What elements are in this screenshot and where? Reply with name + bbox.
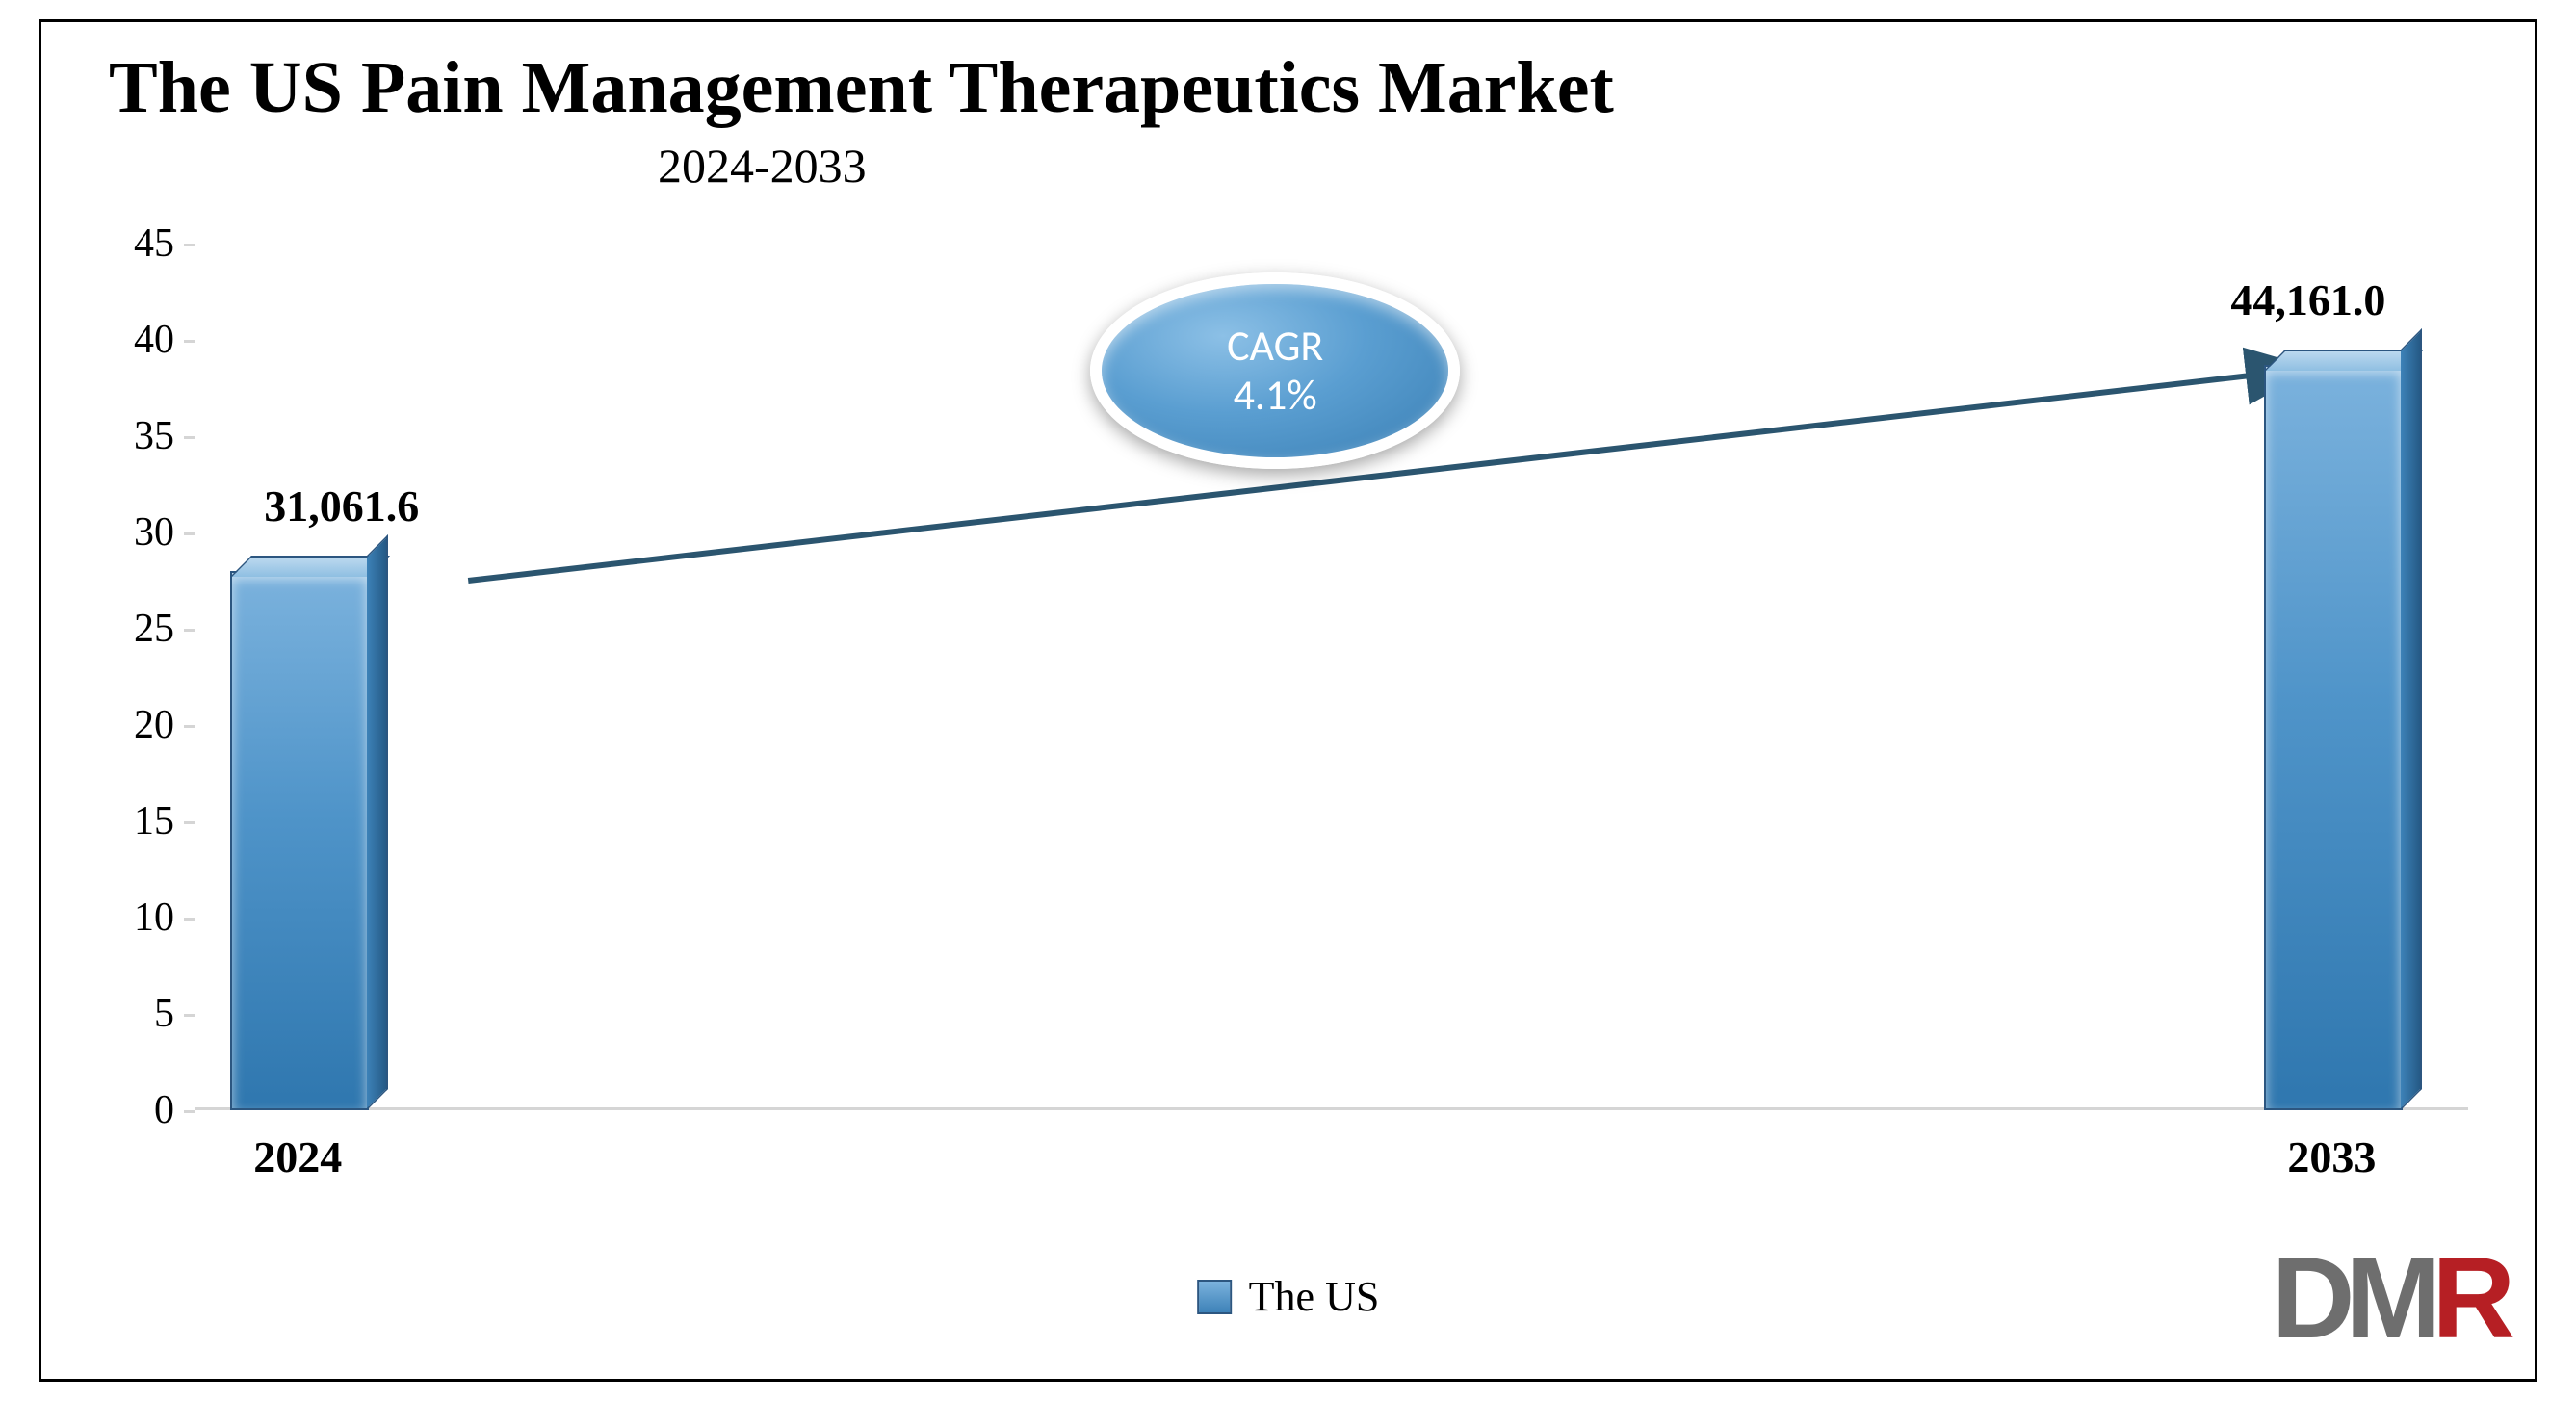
y-tick-mark	[184, 1014, 195, 1017]
category-label: 2024	[253, 1131, 342, 1182]
y-tick-mark	[184, 1110, 195, 1113]
bar-side-face	[367, 534, 388, 1110]
y-tick-mark	[184, 629, 195, 632]
chart-frame: The US Pain Management Therapeutics Mark…	[39, 19, 2537, 1382]
y-tick-label: 35	[134, 413, 174, 459]
cagr-badge: CAGR 4.1%	[1090, 272, 1460, 469]
cagr-value: 4.1%	[1234, 371, 1317, 420]
bar-data-label: 44,161.0	[2230, 274, 2385, 325]
chart-title: The US Pain Management Therapeutics Mark…	[109, 46, 1614, 130]
bar-data-label: 31,061.6	[264, 480, 419, 532]
legend: The US	[1197, 1272, 1380, 1321]
x-axis	[195, 1107, 2468, 1110]
logo-letter-r: R	[2432, 1232, 2506, 1364]
chart-subtitle: 2024-2033	[658, 138, 867, 194]
y-tick-mark	[184, 821, 195, 824]
y-tick-mark	[184, 436, 195, 439]
y-tick-label: 0	[154, 1087, 174, 1133]
y-tick-label: 30	[134, 509, 174, 556]
y-tick-label: 10	[134, 895, 174, 941]
y-tick-label: 5	[154, 991, 174, 1037]
y-tick-mark	[184, 532, 195, 535]
bar-side-face	[2401, 328, 2422, 1110]
logo-letter-m: M	[2345, 1232, 2432, 1364]
cagr-label: CAGR	[1227, 322, 1323, 371]
logo-letter-d: D	[2272, 1232, 2346, 1364]
y-tick-mark	[184, 244, 195, 246]
legend-swatch	[1197, 1280, 1232, 1314]
bar	[230, 571, 369, 1110]
bar	[2264, 365, 2403, 1110]
y-tick-label: 15	[134, 798, 174, 844]
y-tick-mark	[184, 918, 195, 921]
y-tick-mark	[184, 340, 195, 343]
y-tick-label: 20	[134, 702, 174, 748]
y-tick-label: 40	[134, 317, 174, 363]
y-tick-label: 45	[134, 221, 174, 267]
y-tick-mark	[184, 725, 195, 728]
y-tick-label: 25	[134, 606, 174, 652]
legend-label: The US	[1249, 1272, 1380, 1321]
dmr-logo: D M R	[2272, 1232, 2506, 1364]
plot-area: CAGR 4.1% 05101520253035404531,061.62024…	[195, 244, 2468, 1110]
category-label: 2033	[2287, 1131, 2376, 1182]
